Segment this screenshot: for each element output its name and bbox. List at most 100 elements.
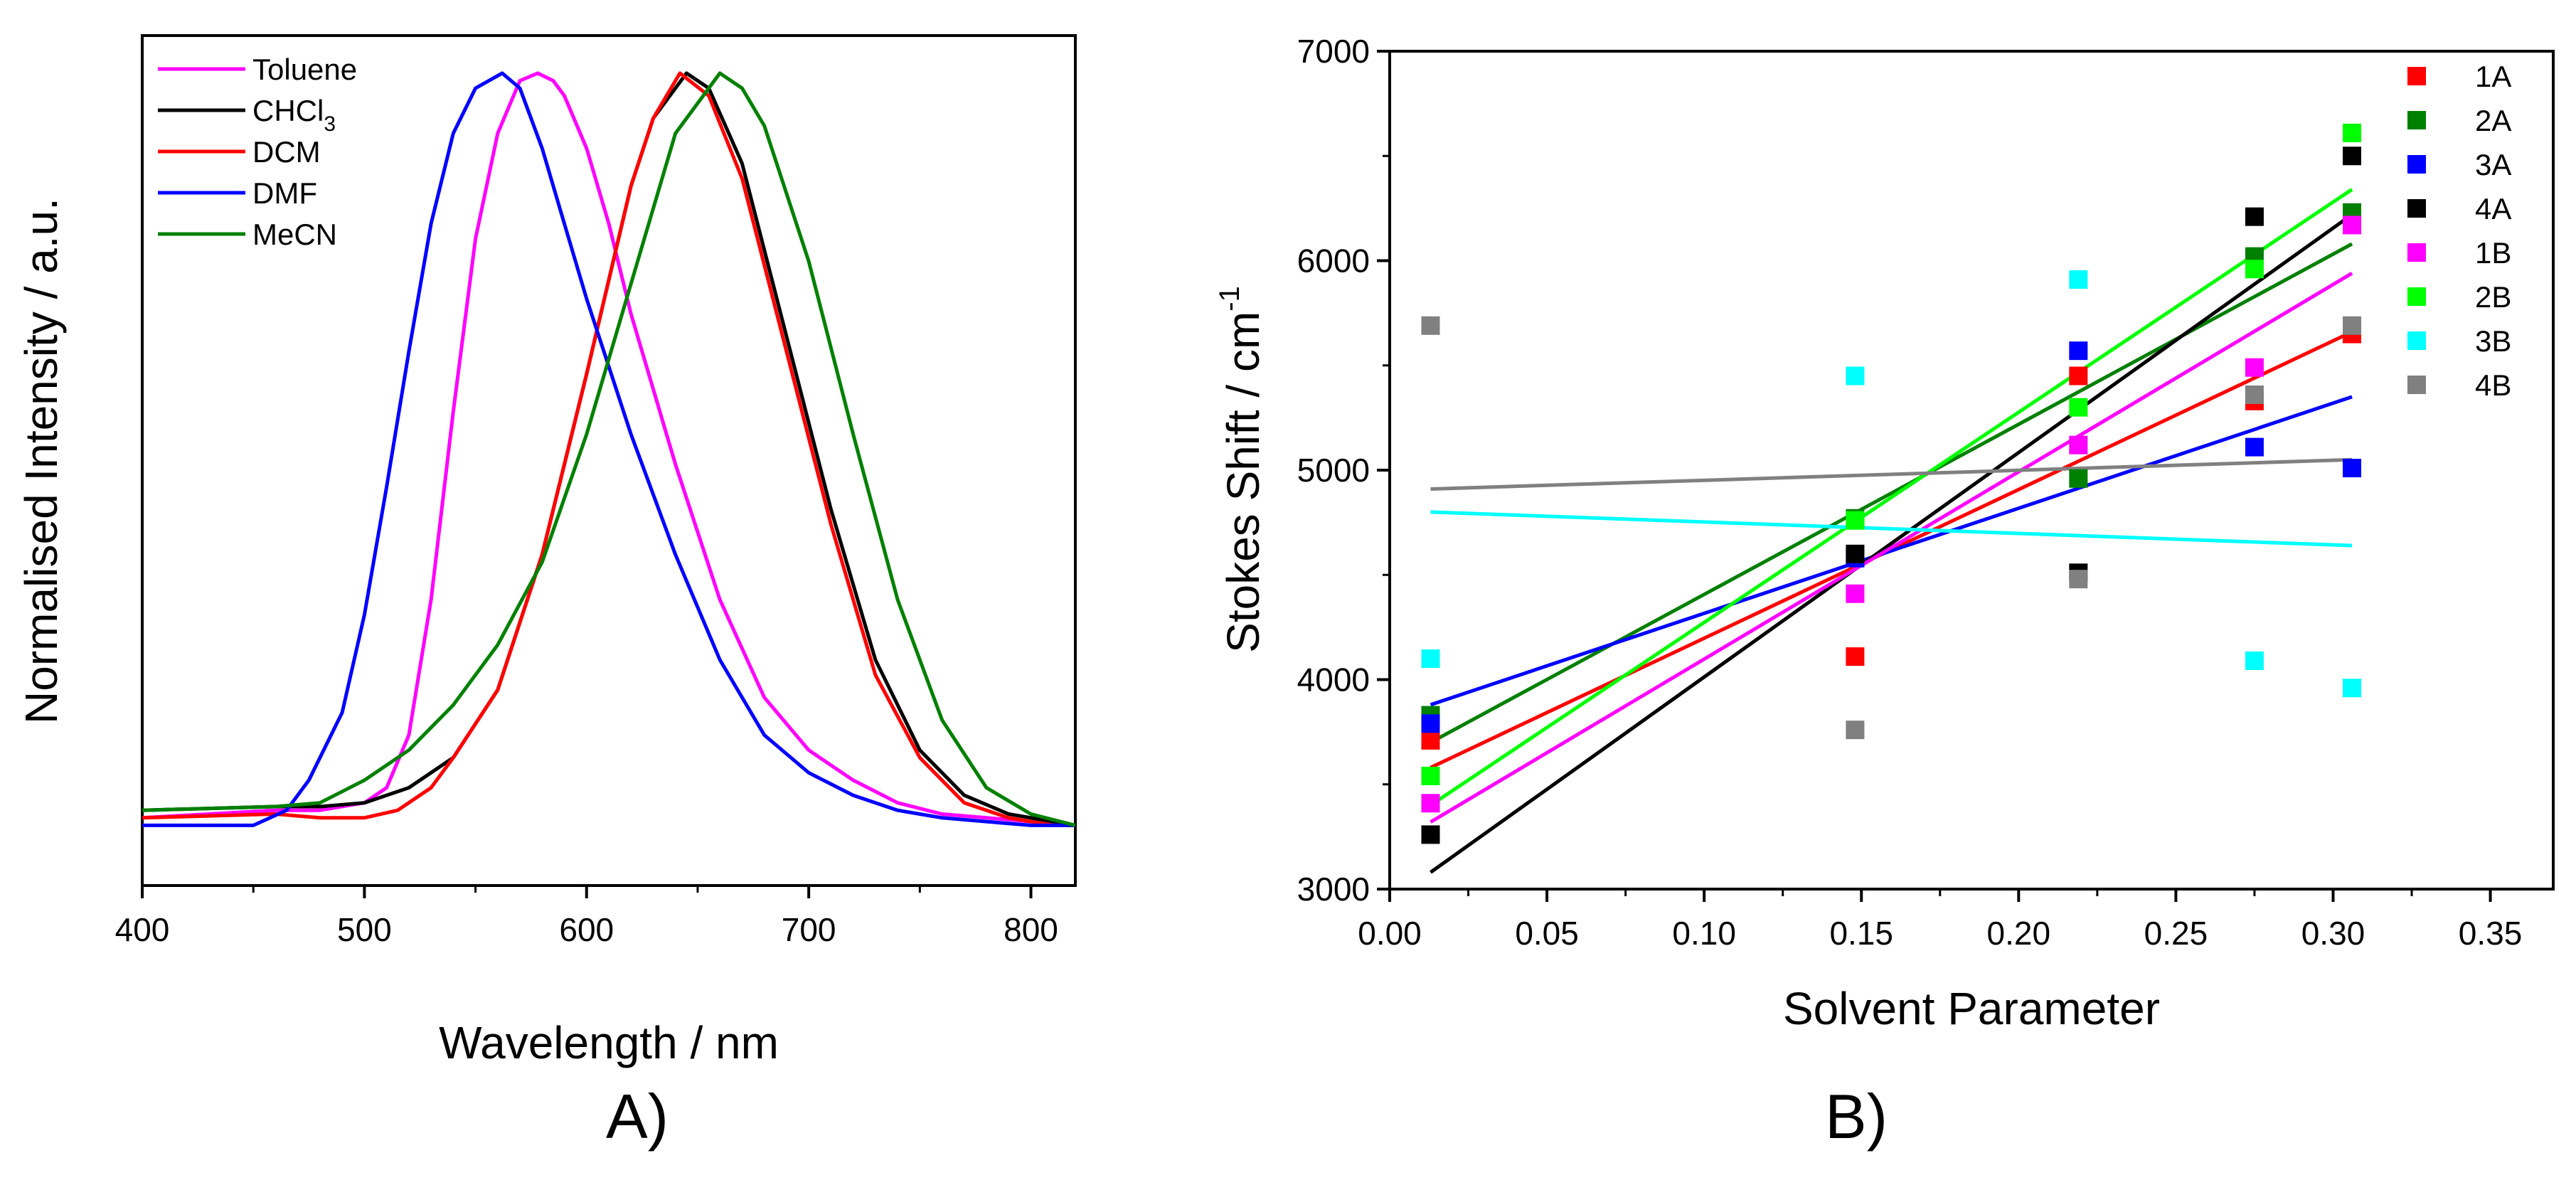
data-point-1a bbox=[1421, 730, 1440, 750]
fit-line-3b bbox=[1430, 510, 2353, 548]
fit-line-2a bbox=[1430, 242, 2353, 745]
data-point-1b bbox=[2069, 435, 2088, 455]
legend-label-text: DMF bbox=[252, 176, 317, 210]
panel-b-x-axis-label: Solvent Parameter bbox=[1783, 983, 2160, 1034]
data-point-4b bbox=[2245, 385, 2264, 404]
legend-label-3a: 3A bbox=[2475, 148, 2511, 181]
panel-b-fit-lines bbox=[1430, 188, 2353, 874]
panel-b-y-ticks: 3000 4000 5000 6000 7000 bbox=[1297, 33, 1390, 908]
x-tick-label: 800 bbox=[1004, 911, 1058, 948]
data-point-2b bbox=[1421, 766, 1440, 785]
data-point-4a bbox=[1421, 825, 1440, 844]
panel-b-stokes-shift: 0.00 0.05 0.10 0.15 0.20 0.25 0.30 0.35 3000 400… bbox=[1214, 33, 2555, 1152]
legend-marker-3a bbox=[2407, 155, 2426, 174]
y-tick-label: 4000 bbox=[1297, 661, 1370, 698]
data-point-1b bbox=[2343, 216, 2362, 235]
spectrum-line-toluene bbox=[142, 71, 1076, 827]
spectrum-line-chcl3 bbox=[142, 71, 1076, 827]
legend-marker-3b bbox=[2407, 331, 2426, 350]
data-point-3a bbox=[1421, 714, 1440, 733]
data-point-3a bbox=[2245, 437, 2264, 457]
legend-marker-4b bbox=[2407, 376, 2426, 394]
data-point-2b bbox=[2343, 123, 2362, 142]
legend-label-toluene: Toluene bbox=[252, 53, 357, 86]
data-point-2a bbox=[2069, 469, 2088, 488]
data-point-3a bbox=[2069, 341, 2088, 361]
legend-label-2a: 2A bbox=[2475, 104, 2511, 137]
data-point-2b bbox=[1846, 511, 1865, 530]
legend-label-text: DCM bbox=[252, 135, 321, 169]
fit-line-1b bbox=[1430, 272, 2353, 824]
spectrum-line-dcm bbox=[142, 71, 1075, 827]
panel-a-x-ticks: 400 500 600 700 800 bbox=[115, 886, 1058, 948]
x-tick-label: 600 bbox=[559, 911, 614, 948]
data-point-4b bbox=[1421, 316, 1440, 335]
data-point-4a bbox=[1846, 544, 1865, 563]
legend-marker-4a bbox=[2407, 199, 2426, 218]
panel-b-legend: 1A 2A 3A 4A 1B 2B 3B 4B bbox=[2407, 60, 2511, 402]
x-tick-label: 0.25 bbox=[2144, 915, 2208, 952]
data-point-1b bbox=[2245, 358, 2264, 377]
legend-marker-2b bbox=[2407, 287, 2426, 306]
legend-label-text: Toluene bbox=[252, 53, 357, 86]
legend-label-2b: 2B bbox=[2475, 280, 2511, 314]
legend-label-text: CHCl bbox=[252, 94, 324, 127]
x-tick-label: 0.30 bbox=[2301, 915, 2365, 952]
data-point-3b bbox=[2069, 270, 2088, 289]
data-point-2b bbox=[2245, 260, 2264, 279]
fit-line-2b bbox=[1430, 188, 2353, 807]
legend-label-4a: 4A bbox=[2475, 192, 2511, 225]
panel-a-x-axis-label: Wavelength / nm bbox=[439, 1017, 779, 1068]
legend-label-dmf: DMF bbox=[252, 176, 317, 210]
data-point-4b bbox=[2069, 570, 2088, 589]
fit-line-4b bbox=[1430, 457, 2353, 491]
data-point-4b bbox=[2343, 316, 2362, 335]
x-tick-label: 0.20 bbox=[1987, 915, 2051, 952]
panel-a-plot-frame bbox=[141, 34, 1077, 887]
legend-label-4b: 4B bbox=[2475, 368, 2511, 402]
x-tick-label: 500 bbox=[337, 911, 392, 948]
y-tick-label: 7000 bbox=[1297, 33, 1370, 70]
spectrum-line-mecn bbox=[142, 71, 1076, 827]
fit-line-3a bbox=[1430, 395, 2353, 707]
panel-b-y-axis-label-main: Stokes Shift / cm bbox=[1218, 312, 1269, 653]
data-point-3b bbox=[2245, 651, 2264, 670]
data-point-1b bbox=[1421, 794, 1440, 813]
spectrum-line-dmf bbox=[142, 71, 1075, 827]
legend-label-dcm: DCM bbox=[252, 135, 321, 169]
legend-label-1b: 1B bbox=[2475, 236, 2511, 270]
data-point-4b bbox=[1846, 721, 1865, 740]
x-tick-label: 700 bbox=[782, 911, 836, 948]
panel-b-y-axis-label-sup: -1 bbox=[1214, 286, 1245, 312]
legend-label-1a: 1A bbox=[2475, 60, 2511, 93]
y-tick-label: 5000 bbox=[1297, 452, 1370, 489]
legend-label-chcl3: CHCl3 bbox=[252, 94, 336, 136]
y-tick-label: 3000 bbox=[1297, 871, 1370, 908]
data-point-3b bbox=[2343, 679, 2362, 698]
data-point-4a bbox=[2245, 207, 2264, 226]
legend-marker-2a bbox=[2407, 111, 2426, 129]
fit-line-4a bbox=[1430, 213, 2353, 874]
x-tick-label: 400 bbox=[115, 911, 170, 948]
data-point-3b bbox=[1846, 366, 1865, 386]
data-point-1a bbox=[1846, 647, 1865, 666]
x-tick-label: 0.00 bbox=[1358, 915, 1422, 952]
data-point-3b bbox=[1421, 649, 1440, 669]
data-point-2b bbox=[2069, 398, 2088, 417]
x-tick-label: 0.15 bbox=[1829, 915, 1893, 952]
panel-a-series bbox=[142, 71, 1076, 827]
x-tick-label: 0.05 bbox=[1515, 915, 1579, 952]
panel-b-label: B) bbox=[1825, 1081, 1888, 1152]
legend-label-mecn: MeCN bbox=[252, 218, 337, 251]
x-tick-label: 0.10 bbox=[1672, 915, 1736, 952]
data-point-1a bbox=[2069, 366, 2088, 386]
legend-marker-1b bbox=[2407, 243, 2426, 262]
data-point-1b bbox=[1846, 584, 1865, 603]
legend-label-text: MeCN bbox=[252, 218, 337, 251]
panel-a-label: A) bbox=[606, 1081, 669, 1152]
panel-a-y-axis-label: Normalised Intensity / a.u. bbox=[16, 198, 67, 724]
x-tick-label: 0.35 bbox=[2459, 915, 2523, 952]
